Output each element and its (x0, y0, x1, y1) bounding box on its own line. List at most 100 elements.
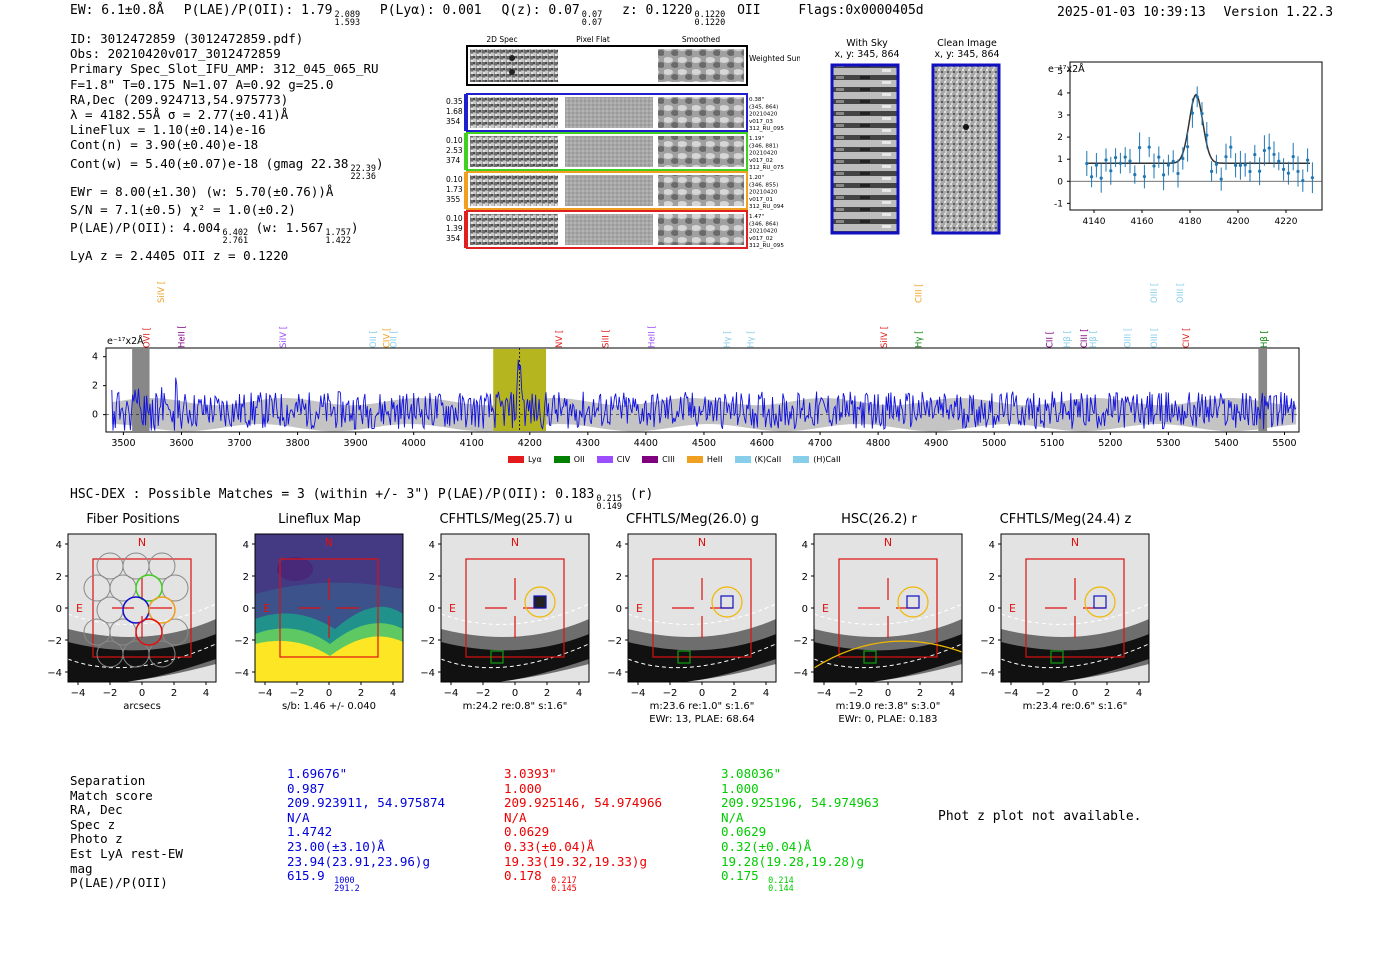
cutout-row-value: 2.53 (446, 146, 463, 155)
match-value: 19.28(19.28,19.28)g (721, 853, 864, 869)
legend-entry: OII (553, 455, 585, 464)
version: Version 1.22.3 (1223, 5, 1334, 20)
panel-ytick: 2 (429, 572, 435, 583)
line-fit-plot: e⁻¹⁷x2Å -1 0 1 2 3 4 5 4140 4160 4180 4200 4220 (1048, 61, 1323, 227)
cutout-row-meta: 1.47" (749, 214, 764, 220)
spec-xtick: 3900 (344, 438, 368, 449)
match-value: 0.178 0.217 0.145 (504, 868, 577, 895)
spec-xtick: 4600 (750, 438, 774, 449)
north-label: N (138, 536, 146, 549)
legend-entry: (H)CaII (793, 455, 841, 464)
match-blue-box (719, 595, 734, 609)
info-lambda: λ = 4182.55Å σ = 2.77(±0.41)Å (70, 107, 289, 123)
fit-ytick: -1 (1054, 199, 1063, 209)
aperture-box (651, 558, 752, 658)
panel-ytick: −4 (793, 668, 808, 679)
plae-w-lo: 1.422 (325, 236, 351, 247)
cutout-smoothed (658, 175, 744, 206)
match-col-2: 3.0393" 1.000 209.925146, 54.974966 N/A 0.06… (504, 766, 663, 895)
panel-ytick: 4 (988, 540, 994, 551)
line-marker-label: SiIV [ (279, 326, 289, 348)
fit-data-point (1190, 111, 1194, 115)
east-label: E (636, 602, 643, 615)
panel-xtick: 2 (357, 688, 363, 699)
info-lineflux: LineFlux = 1.10(±0.14)e-16 (70, 122, 266, 138)
fit-data-point (1181, 156, 1185, 161)
timestamp-version: 2025-01-03 10:39:13 Version 1.22.3 (1057, 5, 1333, 20)
panel-ytick: −4 (47, 668, 62, 679)
panel-xtick: 2 (1103, 688, 1109, 699)
weighted-smoothed (658, 49, 744, 82)
cutout-row-meta: 1.19" (749, 136, 764, 142)
line-marker-label: Hβ [ (1089, 330, 1099, 348)
panel-caption: s/b: 1.46 +/- 0.040 (281, 701, 375, 712)
match-value: 209.925146, 54.974966 (504, 795, 663, 811)
line-marker-label: CII [ (1045, 331, 1055, 348)
contw-hi: 22.39 (350, 163, 377, 174)
info-contw: Cont(w) = 5.40(±0.07)e-18 (gmag 22.38 22.… (70, 155, 384, 182)
match-value: 0.32(±0.04)Å (721, 838, 812, 854)
info-sn: S/N = 7.1(±0.5) χ² = 1.0(±0.2) (70, 201, 296, 217)
clean-image (931, 63, 1001, 235)
clean-image-title: Clean Image x, y: 345, 864 (922, 38, 1012, 60)
fit-ytick: 0 (1057, 177, 1063, 187)
north-label: N (511, 536, 519, 549)
spec-xtick: 4700 (808, 438, 832, 449)
plae-w-hi: 1.757 (325, 228, 351, 239)
cutout-row-value: 374 (446, 156, 461, 165)
fit-data-point (1291, 154, 1295, 159)
panel-xtick: −2 (1035, 688, 1050, 699)
cutout-row-meta: v017_02 (749, 236, 773, 242)
match-value: 23.00(±3.10)Å (287, 838, 385, 854)
match-ellipse (1083, 586, 1116, 618)
panel-ytick: 0 (56, 604, 62, 615)
legend-entry: CIV (596, 455, 630, 464)
info-lya-z: LyA z = 2.4405 OII z = 0.1220 (70, 248, 289, 264)
hsc-band: (r) (629, 487, 654, 502)
match-blue-box (1092, 595, 1107, 609)
legend-label: OII (573, 455, 585, 464)
legend-swatch (793, 456, 810, 463)
hsc-lo: 0.149 (596, 502, 622, 512)
match-row-label: Photo z (70, 831, 123, 847)
legend-swatch (642, 456, 659, 463)
line-marker-label: HeII [ (648, 325, 658, 348)
cutout-row-meta: 312_RU_094 (749, 204, 784, 210)
cutout-flat (565, 97, 653, 128)
fit-data-point (1306, 158, 1310, 162)
masked-region (1258, 349, 1268, 431)
plae-hi: 2.089 (334, 10, 361, 20)
legend-entry: HeII (686, 455, 723, 464)
match-value: 209.925196, 54.974963 (721, 795, 880, 811)
panel-xtick: −4 (817, 688, 832, 699)
panel-xtick: −2 (476, 688, 491, 699)
legend-entry: CIII (642, 455, 675, 464)
panel-xtick: −4 (257, 688, 272, 699)
panel-ytick: 0 (242, 604, 248, 615)
panel-xtick: 4 (762, 688, 768, 699)
fit-data-point (1214, 162, 1218, 166)
hsc-hi: 0.215 (596, 494, 622, 504)
legend-entry: (K)CaII (734, 455, 781, 464)
panel-xtick: 4 (949, 688, 955, 699)
legend-label: Lyα (528, 455, 542, 464)
z-lo: 0.1220 (694, 18, 726, 28)
panel-xtick: −2 (289, 688, 304, 699)
fit-data-point (1229, 145, 1233, 149)
cutout-row-meta: 312_RU_095 (749, 243, 784, 249)
imaging-panel: N E −4 −2 0 2 4 4 2 0 −2 −4 s/b: 1.46 +/- 0.040 (234, 533, 403, 712)
cutout-row-value: 0.10 (446, 136, 463, 145)
cutout-row-meta: v017_02 (749, 158, 773, 164)
north-label: N (1070, 536, 1078, 549)
fit-data-point (1085, 161, 1089, 166)
panel-ytick: −2 (980, 636, 995, 647)
cutout-row-meta: 312_RU_075 (749, 165, 784, 171)
cutout-2d (470, 136, 558, 167)
info-contn: Cont(n) = 3.90(±0.40)e-18 (70, 137, 259, 153)
panel-xtick: 4 (576, 688, 582, 699)
panel-ytick: 2 (56, 572, 62, 583)
line-marker-label: Hβ [ (1063, 330, 1073, 348)
fit-ytick: 2 (1057, 133, 1063, 143)
cutout-row-meta: 20210420 (749, 229, 778, 235)
fit-data-point (1152, 164, 1156, 168)
